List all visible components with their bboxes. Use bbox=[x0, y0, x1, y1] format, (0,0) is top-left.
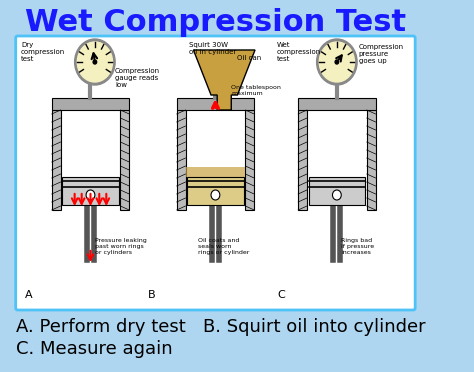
Text: Rings bad
if pressure
increases: Rings bad if pressure increases bbox=[341, 238, 374, 254]
Text: C: C bbox=[277, 290, 285, 300]
Circle shape bbox=[317, 39, 357, 85]
Text: B: B bbox=[148, 290, 155, 300]
Circle shape bbox=[93, 60, 97, 64]
Text: Oil can: Oil can bbox=[237, 55, 262, 61]
Text: Squirt 30W
oil in cylinder: Squirt 30W oil in cylinder bbox=[189, 42, 236, 55]
FancyBboxPatch shape bbox=[309, 177, 365, 205]
Text: Compression
gauge reads
low: Compression gauge reads low bbox=[115, 68, 160, 88]
Text: Compression
pressure
goes up: Compression pressure goes up bbox=[359, 44, 404, 64]
Circle shape bbox=[86, 190, 95, 200]
FancyBboxPatch shape bbox=[187, 177, 244, 205]
FancyBboxPatch shape bbox=[298, 110, 307, 210]
Circle shape bbox=[77, 42, 112, 82]
FancyBboxPatch shape bbox=[120, 110, 129, 210]
FancyBboxPatch shape bbox=[185, 167, 246, 177]
Text: A. Perform dry test   B. Squirt oil into cylinder: A. Perform dry test B. Squirt oil into c… bbox=[16, 318, 425, 336]
FancyBboxPatch shape bbox=[16, 36, 415, 310]
Circle shape bbox=[211, 190, 220, 200]
Circle shape bbox=[74, 39, 115, 85]
Text: Dry
compression
test: Dry compression test bbox=[21, 42, 65, 62]
Text: Wet Compression Test: Wet Compression Test bbox=[25, 7, 406, 36]
FancyBboxPatch shape bbox=[52, 110, 61, 210]
Circle shape bbox=[332, 190, 341, 200]
FancyBboxPatch shape bbox=[177, 110, 185, 210]
Circle shape bbox=[335, 60, 338, 64]
Text: Pressure leaking
past worn rings
or cylinders: Pressure leaking past worn rings or cyli… bbox=[95, 238, 146, 254]
FancyBboxPatch shape bbox=[298, 98, 375, 110]
FancyBboxPatch shape bbox=[62, 177, 118, 205]
Text: One tablespoon
maximum: One tablespoon maximum bbox=[231, 85, 281, 96]
FancyBboxPatch shape bbox=[52, 98, 129, 110]
Circle shape bbox=[319, 42, 355, 82]
FancyBboxPatch shape bbox=[246, 110, 254, 210]
Text: Oil coats and
seals worn
rings or cylinder: Oil coats and seals worn rings or cylind… bbox=[198, 238, 249, 254]
Text: Wet
compression
test: Wet compression test bbox=[277, 42, 321, 62]
FancyBboxPatch shape bbox=[177, 98, 254, 110]
Text: A: A bbox=[25, 290, 32, 300]
FancyBboxPatch shape bbox=[367, 110, 375, 210]
Text: C. Measure again: C. Measure again bbox=[16, 340, 173, 358]
Polygon shape bbox=[193, 50, 255, 110]
